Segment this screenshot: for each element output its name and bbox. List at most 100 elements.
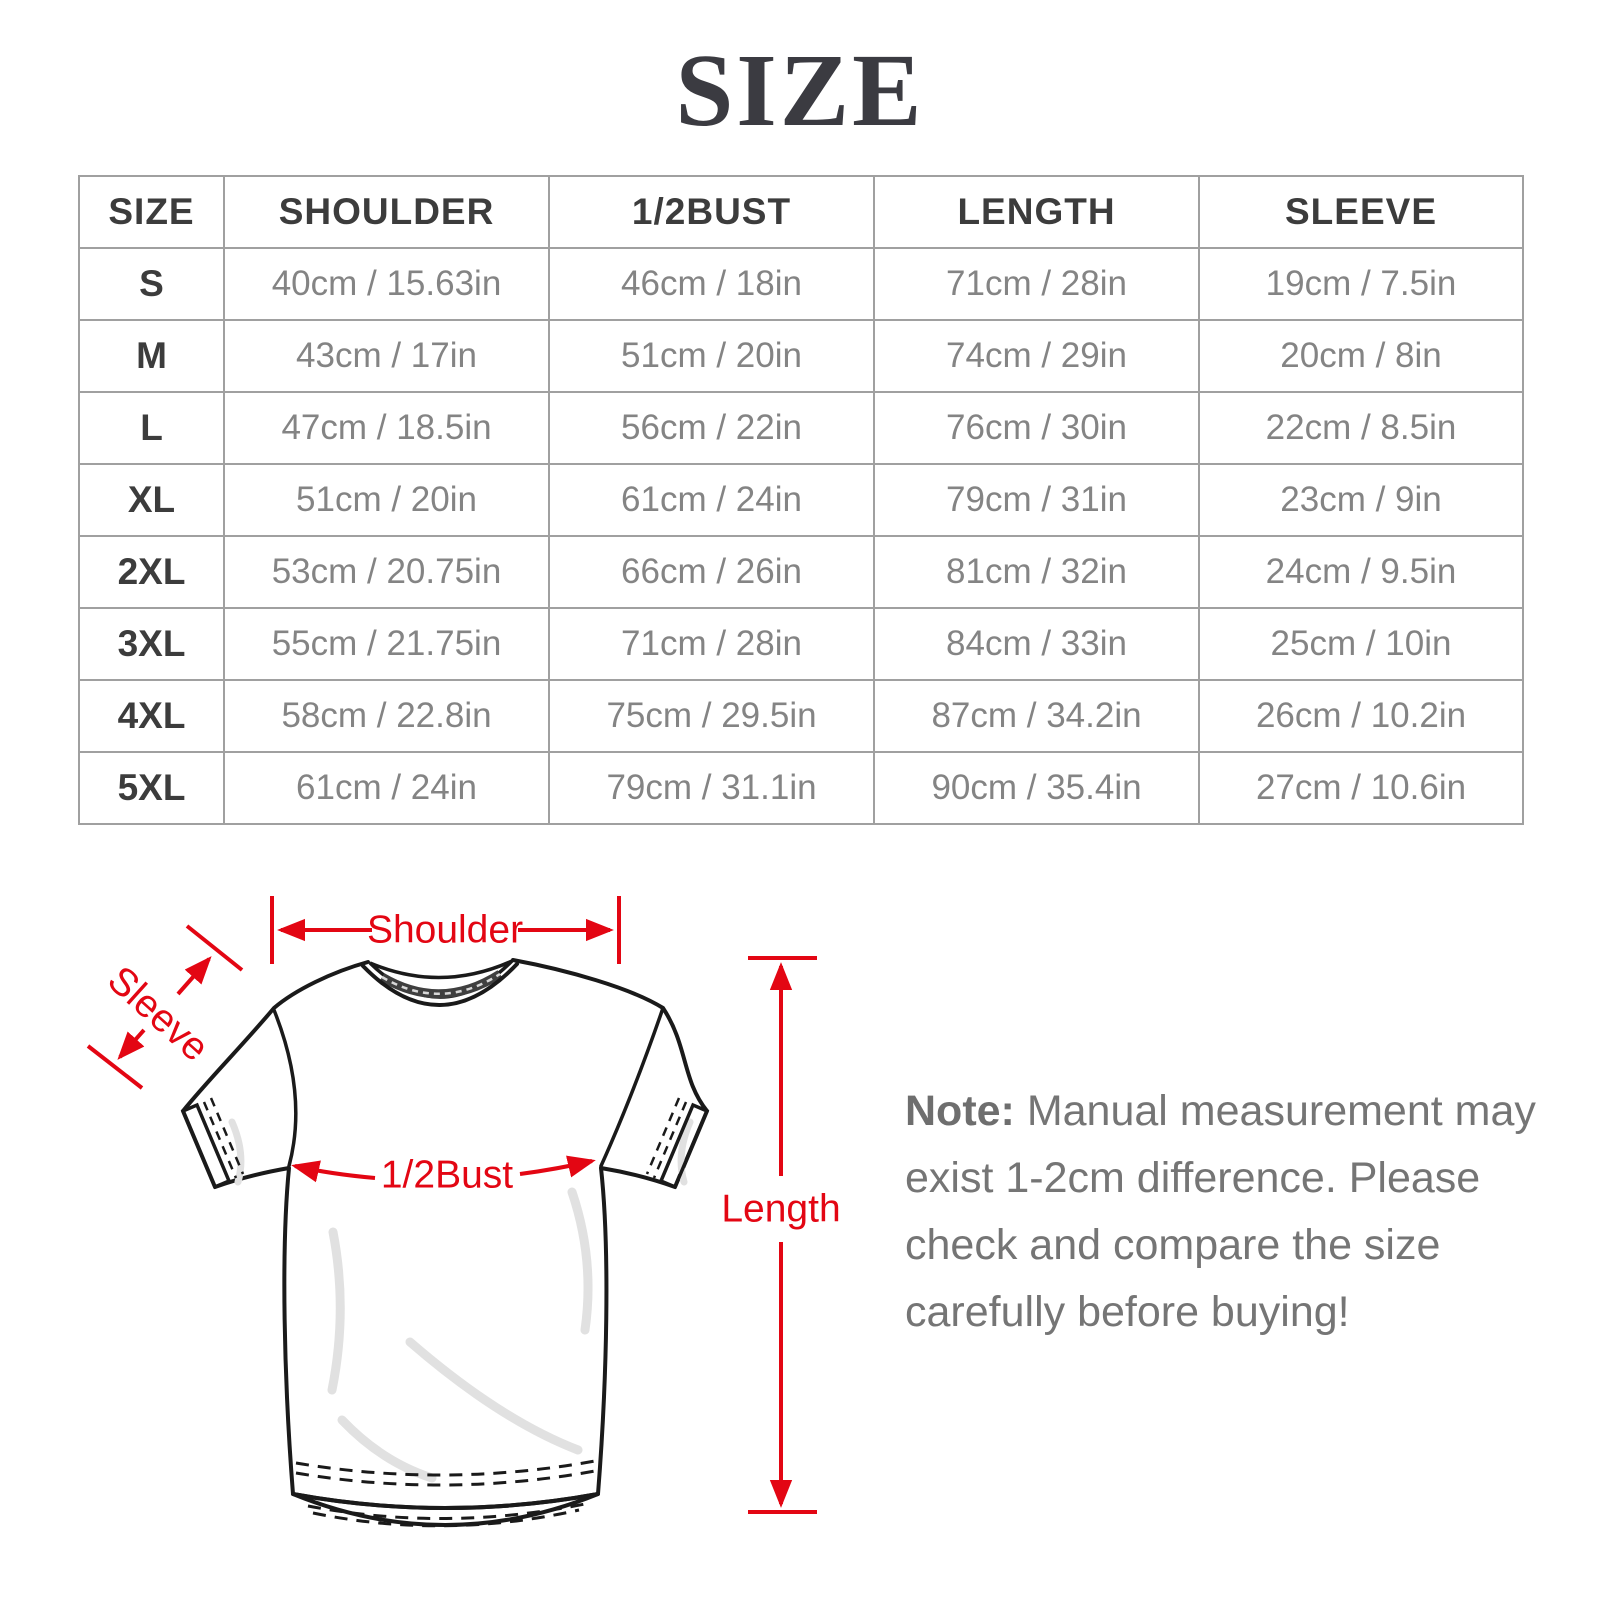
left-cuff [180, 1102, 232, 1190]
wrinkle [337, 1415, 437, 1483]
measurement-cell: 23cm / 9in [1198, 463, 1524, 537]
size-cell: 5XL [78, 751, 225, 825]
measurement-cell: 53cm / 20.75in [223, 535, 550, 609]
measurement-cell: 51cm / 20in [548, 319, 875, 393]
size-row: 5XL 61cm / 24in 79cm / 31.1in 90cm / 35.4in… [78, 751, 1524, 825]
measurement-cell: 87cm / 34.2in [873, 679, 1200, 753]
measurement-cell: 79cm / 31.1in [548, 751, 875, 825]
note-line: carefully before buying! [905, 1288, 1350, 1336]
measurement-cell: 75cm / 29.5in [548, 679, 875, 753]
measurement-cell: 43cm / 17in [223, 319, 550, 393]
sleeve-arrow-down [117, 1028, 146, 1060]
size-table: SIZE SHOULDER 1/2BUST LENGTH SLEEVE S 40cm / … [78, 175, 1524, 825]
size-cell: L [78, 391, 225, 465]
column-header: SHOULDER [223, 175, 550, 249]
measurement-cell: 47cm / 18.5in [223, 391, 550, 465]
column-header: 1/2BUST [548, 175, 875, 249]
wrinkle [228, 1118, 245, 1186]
measurement-cell: 76cm / 30in [873, 391, 1200, 465]
measurement-cell: 81cm / 32in [873, 535, 1200, 609]
column-header: LENGTH [873, 175, 1200, 249]
tshirt-body [181, 958, 709, 1510]
bust-measure: 1/2Bust [291, 1154, 596, 1197]
note-label: Note: [905, 1087, 1015, 1135]
measurement-cell: 90cm / 35.4in [873, 751, 1200, 825]
measurement-cell: 84cm / 33in [873, 607, 1200, 681]
measurement-cell: 79cm / 31in [873, 463, 1200, 537]
size-row: 4XL 58cm / 22.8in 75cm / 29.5in 87cm / 34.2… [78, 679, 1524, 753]
page-title: SIZE [675, 33, 925, 148]
measurement-cell: 61cm / 24in [223, 751, 550, 825]
measurement-cell: 66cm / 26in [548, 535, 875, 609]
armhole-seam-left [272, 1008, 298, 1168]
size-row: XL 51cm / 20in 61cm / 24in 79cm / 31in 23cm … [78, 463, 1524, 537]
column-header: SLEEVE [1198, 175, 1524, 249]
right-cuff-stitch [652, 1101, 688, 1179]
size-cell: XL [78, 463, 225, 537]
size-cell: S [78, 247, 225, 321]
shoulder-label: Shoulder [367, 909, 523, 952]
right-cuff [658, 1102, 710, 1190]
bust-arrow-right [519, 1155, 596, 1178]
size-row: 2XL 53cm / 20.75in 66cm / 26in 81cm / 32in 2… [78, 535, 1524, 609]
hem-stitch [295, 1459, 596, 1477]
measurement-cell: 19cm / 7.5in [1198, 247, 1524, 321]
collar-band-edge [361, 962, 519, 1007]
measurement-cell: 22cm / 8.5in [1198, 391, 1524, 465]
measurement-cell: 56cm / 22in [548, 391, 875, 465]
measurement-cell: 58cm / 22.8in [223, 679, 550, 753]
bust-label: 1/2Bust [381, 1154, 513, 1197]
measurement-cell: 27cm / 10.6in [1198, 751, 1524, 825]
measurement-cell: 55cm / 21.75in [223, 607, 550, 681]
measurement-cell: 74cm / 29in [873, 319, 1200, 393]
length-measure: Length [721, 956, 840, 1514]
size-table-header-row: SIZE SHOULDER 1/2BUST LENGTH SLEEVE [78, 175, 1524, 249]
sleeve-tick-bottom [86, 1044, 144, 1090]
sleeve-measure: Sleeve [86, 924, 244, 1090]
size-cell: 2XL [78, 535, 225, 609]
note-line: exist 1-2cm difference. Please [905, 1154, 1481, 1202]
hem-band [291, 1492, 600, 1527]
tshirt-measurement-diagram: Shoulder Sleeve 1/2Bust Length [86, 896, 840, 1528]
right-cuff-stitch [645, 1097, 681, 1175]
hem-band-stitch [307, 1502, 586, 1521]
wrinkle [327, 1227, 345, 1395]
hem-stitch [295, 1469, 596, 1487]
measurement-cell: 61cm / 24in [548, 463, 875, 537]
shoulder-measure: Shoulder [270, 896, 621, 964]
sleeve-arrow-up [176, 956, 212, 996]
measurement-cell: 71cm / 28in [873, 247, 1200, 321]
measurement-cell: 51cm / 20in [223, 463, 550, 537]
size-row: S 40cm / 15.63in 46cm / 18in 71cm / 28in 19c… [78, 247, 1524, 321]
wrinkle [567, 1187, 593, 1335]
size-cell: 3XL [78, 607, 225, 681]
column-header: SIZE [78, 175, 225, 249]
size-row: M 43cm / 17in 51cm / 20in 74cm / 29in 20cm /… [78, 319, 1524, 393]
left-cuff-stitch [209, 1097, 245, 1175]
note-line: check and compare the size [905, 1221, 1441, 1269]
note-text: Manual measurement may [1026, 1087, 1536, 1135]
measurement-cell: 20cm / 8in [1198, 319, 1524, 393]
length-label: Length [721, 1188, 840, 1231]
measurement-cell: 40cm / 15.63in [223, 247, 550, 321]
wrinkle [677, 1118, 694, 1186]
left-cuff-stitch [202, 1101, 238, 1179]
tshirt-drawing [180, 958, 710, 1528]
measurement-cell: 46cm / 18in [548, 247, 875, 321]
measurement-cell: 71cm / 28in [548, 607, 875, 681]
size-cell: 4XL [78, 679, 225, 753]
size-cell: M [78, 319, 225, 393]
bust-arrow-left [291, 1160, 376, 1183]
sleeve-label: Sleeve [99, 958, 216, 1070]
collar-stitch-zigzag [381, 972, 501, 995]
armhole-seam-right [599, 1006, 665, 1168]
wrinkle [405, 1337, 583, 1455]
note-line: Note: Manual measurement may [905, 1078, 1545, 1145]
measurement-cell: 24cm / 9.5in [1198, 535, 1524, 609]
measurement-note: Note: Manual measurement may exist 1-2cm… [905, 1078, 1545, 1346]
hem-band-stitch [312, 1508, 580, 1528]
sleeve-tick-top [185, 924, 244, 972]
measurement-cell: 26cm / 10.2in [1198, 679, 1524, 753]
measurement-cell: 25cm / 10in [1198, 607, 1524, 681]
